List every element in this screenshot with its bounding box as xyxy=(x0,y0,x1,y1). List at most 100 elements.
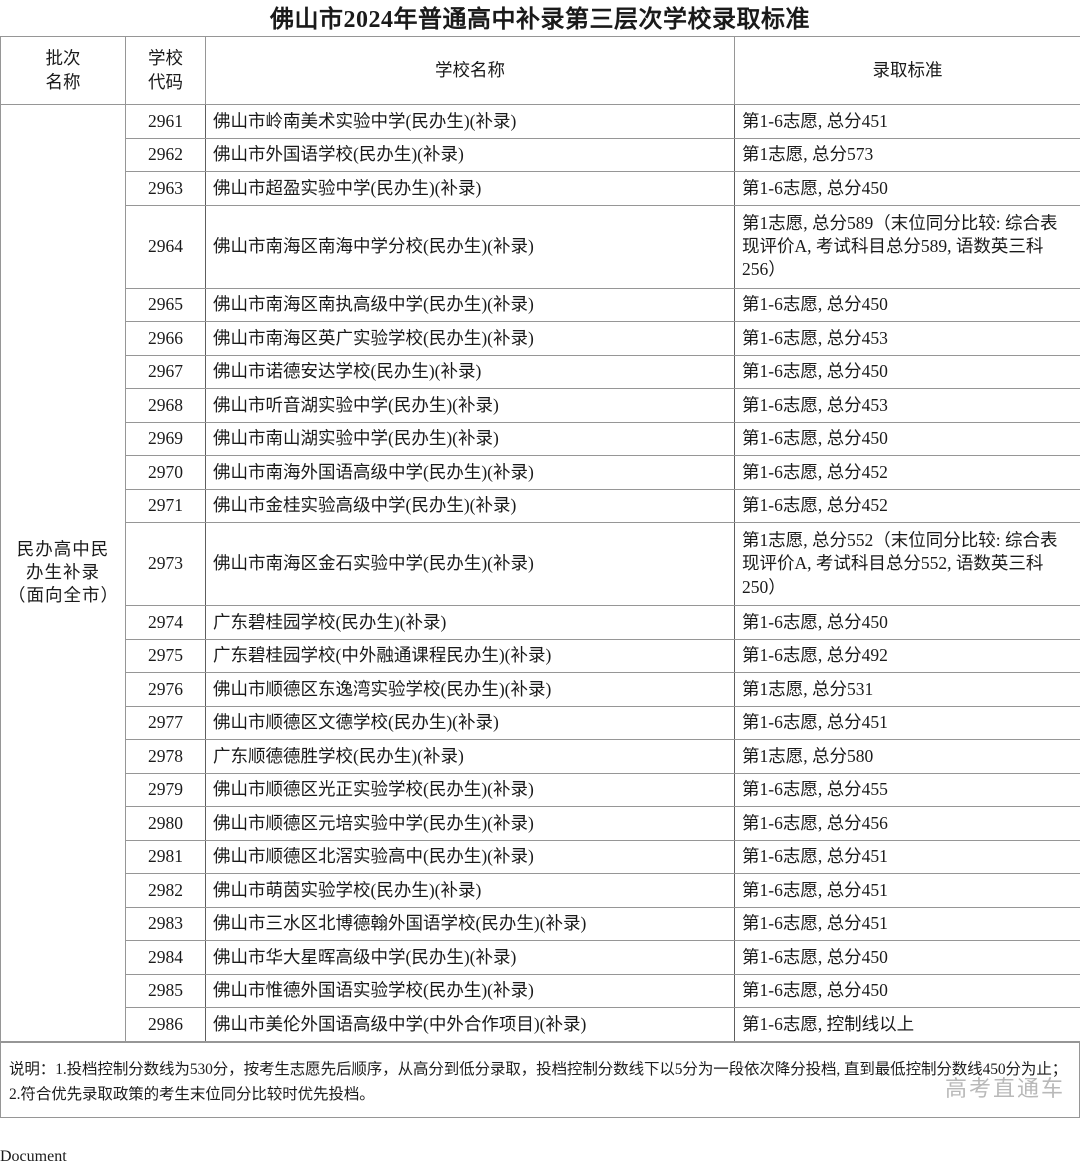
admission-standard-cell: 第1志愿, 总分573 xyxy=(735,138,1080,172)
school-name-cell: 佛山市南海区英广实验学校(民办生)(补录) xyxy=(206,322,735,356)
school-name-cell: 佛山市顺德区东逸湾实验学校(民办生)(补录) xyxy=(206,673,735,707)
school-name-cell: 佛山市顺德区文德学校(民办生)(补录) xyxy=(206,706,735,740)
page-title: 佛山市2024年普通高中补录第三层次学校录取标准 xyxy=(0,0,1080,36)
admission-standard-cell: 第1-6志愿, 总分453 xyxy=(735,389,1080,423)
school-name-cell: 广东碧桂园学校(中外融通课程民办生)(补录) xyxy=(206,639,735,673)
admission-standard-cell: 第1-6志愿, 总分452 xyxy=(735,489,1080,523)
admission-standard-cell: 第1-6志愿, 总分450 xyxy=(735,288,1080,322)
school-name-cell: 佛山市顺德区光正实验学校(民办生)(补录) xyxy=(206,773,735,807)
school-code-cell: 2965 xyxy=(126,288,206,322)
admission-standard-cell: 第1-6志愿, 总分450 xyxy=(735,172,1080,206)
school-code-cell: 2986 xyxy=(126,1008,206,1042)
school-name-cell: 佛山市华大星晖高级中学(民办生)(补录) xyxy=(206,941,735,975)
footer-note-text: 说明：1.投档控制分数线为530分，按考生志愿先后顺序，从高分到低分录取，投档控… xyxy=(1,1043,1079,1117)
school-name-cell: 佛山市南海外国语高级中学(民办生)(补录) xyxy=(206,456,735,490)
school-name-cell: 佛山市南山湖实验中学(民办生)(补录) xyxy=(206,422,735,456)
school-code-cell: 2984 xyxy=(126,941,206,975)
admission-standard-cell: 第1-6志愿, 总分451 xyxy=(735,874,1080,908)
school-code-cell: 2983 xyxy=(126,907,206,941)
admission-standard-cell: 第1-6志愿, 总分451 xyxy=(735,706,1080,740)
footer-notes-container: 说明：1.投档控制分数线为530分，按考生志愿先后顺序，从高分到低分录取，投档控… xyxy=(0,1042,1080,1118)
school-code-cell: 2961 xyxy=(126,105,206,139)
batch-name-cell: 民办高中民办生补录（面向全市） xyxy=(1,105,126,1042)
school-code-cell: 2975 xyxy=(126,639,206,673)
school-code-cell: 2966 xyxy=(126,322,206,356)
school-name-cell: 佛山市南海区南执高级中学(民办生)(补录) xyxy=(206,288,735,322)
school-code-cell: 2969 xyxy=(126,422,206,456)
school-name-cell: 广东碧桂园学校(民办生)(补录) xyxy=(206,606,735,640)
admission-standard-cell: 第1志愿, 总分552（末位同分比较: 综合表现评价A, 考试科目总分552, … xyxy=(735,523,1080,606)
column-header-school-code-line1: 学校 xyxy=(133,47,198,70)
column-header-school-code-line2: 代码 xyxy=(133,71,198,94)
admission-standard-cell: 第1-6志愿, 总分450 xyxy=(735,355,1080,389)
school-code-cell: 2982 xyxy=(126,874,206,908)
admission-standard-cell: 第1志愿, 总分589（末位同分比较: 综合表现评价A, 考试科目总分589, … xyxy=(735,205,1080,288)
school-code-cell: 2979 xyxy=(126,773,206,807)
admission-standard-cell: 第1-6志愿, 总分450 xyxy=(735,606,1080,640)
admission-standard-cell: 第1志愿, 总分531 xyxy=(735,673,1080,707)
school-code-cell: 2964 xyxy=(126,205,206,288)
admission-standard-cell: 第1志愿, 总分580 xyxy=(735,740,1080,774)
school-code-cell: 2985 xyxy=(126,974,206,1008)
admission-standard-cell: 第1-6志愿, 总分456 xyxy=(735,807,1080,841)
admission-standard-cell: 第1-6志愿, 总分455 xyxy=(735,773,1080,807)
admission-standards-table: 批次 名称 学校 代码 学校名称 录取标准 民办高中民办生补录（面向全市）296… xyxy=(0,36,1080,1042)
admission-standard-cell: 第1-6志愿, 总分452 xyxy=(735,456,1080,490)
column-header-school-name: 学校名称 xyxy=(206,37,735,105)
admission-standard-cell: 第1-6志愿, 控制线以上 xyxy=(735,1008,1080,1042)
school-code-cell: 2976 xyxy=(126,673,206,707)
school-code-cell: 2968 xyxy=(126,389,206,423)
school-name-cell: 佛山市顺德区元培实验中学(民办生)(补录) xyxy=(206,807,735,841)
admission-standard-cell: 第1-6志愿, 总分453 xyxy=(735,322,1080,356)
school-code-cell: 2970 xyxy=(126,456,206,490)
school-code-cell: 2962 xyxy=(126,138,206,172)
admission-standard-cell: 第1-6志愿, 总分451 xyxy=(735,105,1080,139)
admission-standard-cell: 第1-6志愿, 总分492 xyxy=(735,639,1080,673)
school-name-cell: 佛山市听音湖实验中学(民办生)(补录) xyxy=(206,389,735,423)
column-header-batch-name-line1: 批次 xyxy=(8,47,118,70)
column-header-batch-name-line2: 名称 xyxy=(8,71,118,94)
school-name-cell: 佛山市外国语学校(民办生)(补录) xyxy=(206,138,735,172)
school-name-cell: 佛山市超盈实验中学(民办生)(补录) xyxy=(206,172,735,206)
school-code-cell: 2967 xyxy=(126,355,206,389)
admission-standard-cell: 第1-6志愿, 总分450 xyxy=(735,422,1080,456)
school-name-cell: 佛山市诺德安达学校(民办生)(补录) xyxy=(206,355,735,389)
school-code-cell: 2963 xyxy=(126,172,206,206)
table-header: 批次 名称 学校 代码 学校名称 录取标准 xyxy=(1,37,1080,105)
admission-standard-cell: 第1-6志愿, 总分450 xyxy=(735,941,1080,975)
school-code-cell: 2981 xyxy=(126,840,206,874)
school-name-cell: 佛山市南海区金石实验中学(民办生)(补录) xyxy=(206,523,735,606)
school-name-cell: 佛山市金桂实验高级中学(民办生)(补录) xyxy=(206,489,735,523)
school-code-cell: 2978 xyxy=(126,740,206,774)
school-name-cell: 佛山市美伦外国语高级中学(中外合作项目)(补录) xyxy=(206,1008,735,1042)
school-code-cell: 2977 xyxy=(126,706,206,740)
school-code-cell: 2980 xyxy=(126,807,206,841)
school-name-cell: 佛山市岭南美术实验中学(民办生)(补录) xyxy=(206,105,735,139)
school-name-cell: 佛山市南海区南海中学分校(民办生)(补录) xyxy=(206,205,735,288)
column-header-school-code: 学校 代码 xyxy=(126,37,206,105)
admission-standard-cell: 第1-6志愿, 总分450 xyxy=(735,974,1080,1008)
